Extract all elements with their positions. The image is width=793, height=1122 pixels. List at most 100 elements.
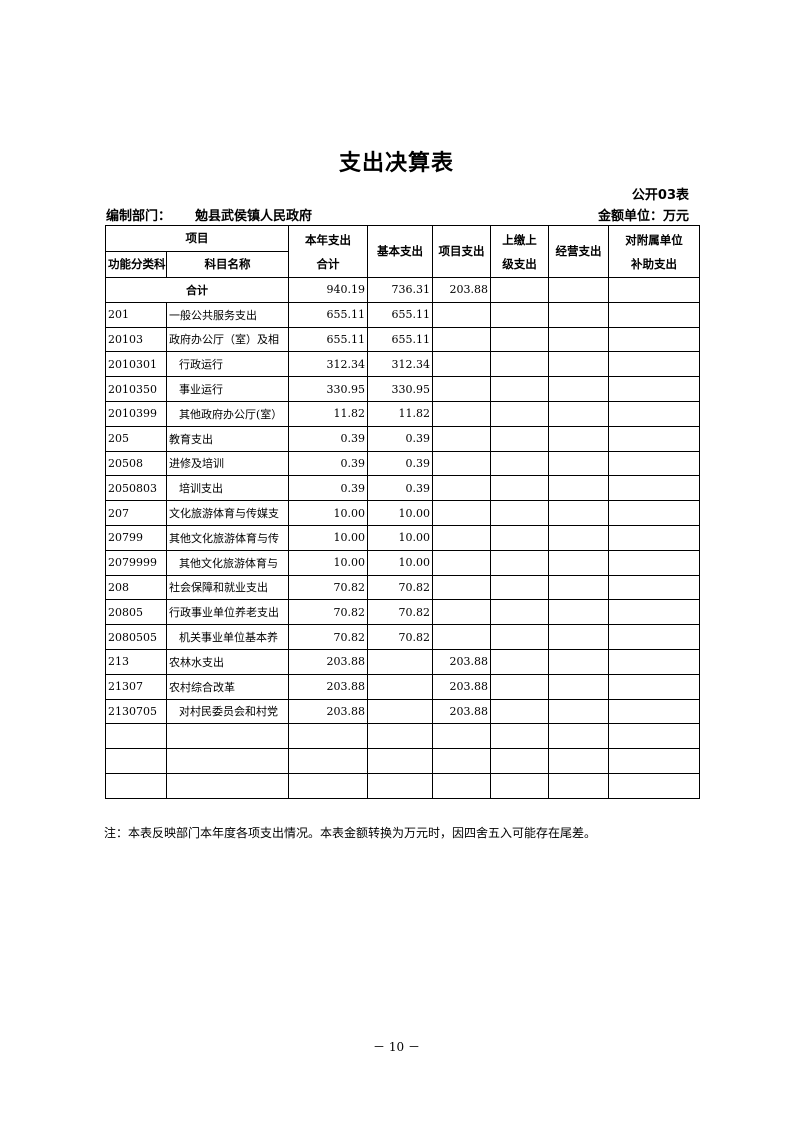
project-value: 203.88 <box>432 673 491 700</box>
header-project: 项目支出 <box>432 225 491 278</box>
empty-row <box>105 723 700 750</box>
empty-cell <box>490 673 549 700</box>
empty-cell <box>367 772 433 799</box>
empty-cell <box>608 549 700 576</box>
empty-cell <box>288 772 368 799</box>
empty-cell <box>608 723 700 750</box>
basic-value: 0.39 <box>367 450 433 477</box>
basic-value: 70.82 <box>367 574 433 601</box>
empty-cell <box>288 723 368 750</box>
empty-cell <box>548 400 609 427</box>
code: 2130705 <box>105 698 167 725</box>
project-value <box>432 450 491 477</box>
empty-cell <box>608 524 700 551</box>
empty-cell <box>490 524 549 551</box>
table-row: 205 教育支出 0.39 0.39 <box>105 425 700 452</box>
empty-cell <box>490 648 549 675</box>
empty-cell <box>608 748 700 774</box>
empty-cell <box>166 748 289 774</box>
empty-cell <box>548 351 609 378</box>
code: 213 <box>105 648 167 675</box>
empty-row <box>105 772 700 799</box>
table-row: 2080505 机关事业单位基本养 70.82 70.82 <box>105 624 700 650</box>
empty-cell <box>548 673 609 700</box>
expenditure-table: 项目 本年支出 合计 基本支出 项目支出 上缴上 级支出 经营支出 对附属单位 补助支… <box>105 225 700 799</box>
empty-cell <box>548 475 609 502</box>
project-value: 203.88 <box>432 648 491 675</box>
empty-cell <box>490 301 549 328</box>
table-row: 207 文化旅游体育与传媒支 10.00 10.00 <box>105 500 700 526</box>
code: 2010301 <box>105 351 167 378</box>
total-value: 10.00 <box>288 549 368 576</box>
empty-cell <box>490 326 549 353</box>
table-row: 2130705 对村民委员会和村党 203.88 203.88 <box>105 698 700 725</box>
basic-value: 10.00 <box>367 549 433 576</box>
project-value <box>432 624 491 650</box>
subject-name: 社会保障和就业支出 <box>166 574 289 601</box>
project-value: 203.88 <box>432 698 491 725</box>
header-operating: 经营支出 <box>548 225 609 278</box>
total-label: 合计 <box>105 277 289 303</box>
empty-cell <box>608 648 700 675</box>
total-value: 10.00 <box>288 500 368 526</box>
empty-cell <box>490 475 549 502</box>
header-subject-name: 科目名称 <box>166 251 289 278</box>
empty-cell <box>490 698 549 725</box>
header-item: 项目 <box>105 225 289 252</box>
subject-name: 教育支出 <box>166 425 289 452</box>
project-value <box>432 376 491 402</box>
empty-cell <box>490 376 549 402</box>
header-upper: 上缴上 级支出 <box>490 225 549 278</box>
subject-name: 其他文化旅游体育与传 <box>166 524 289 551</box>
basic-value: 655.11 <box>367 301 433 328</box>
empty-cell <box>548 698 609 725</box>
empty-cell <box>490 425 549 452</box>
subject-name: 农村综合改革 <box>166 673 289 700</box>
empty-cell <box>608 624 700 650</box>
code: 2010399 <box>105 400 167 427</box>
empty-cell <box>490 351 549 378</box>
table-row: 2079999 其他文化旅游体育与 10.00 10.00 <box>105 549 700 576</box>
basic-value: 11.82 <box>367 400 433 427</box>
total-value: 330.95 <box>288 376 368 402</box>
subject-name: 进修及培训 <box>166 450 289 477</box>
empty-cell <box>548 624 609 650</box>
empty-cell <box>548 425 609 452</box>
empty-cell <box>608 475 700 502</box>
department-name: 勉县武侯镇人民政府 <box>195 209 313 224</box>
table-row: 20508 进修及培训 0.39 0.39 <box>105 450 700 477</box>
footnote: 注：本表反映部门本年度各项支出情况。本表金额转换为万元时，因四舍五入可能存在尾差… <box>104 826 597 840</box>
header-func-code: 功能分类科 <box>105 251 167 278</box>
code: 205 <box>105 425 167 452</box>
total-value: 203.88 <box>288 673 368 700</box>
amount-unit: 金额单位：万元 <box>597 209 689 224</box>
empty-cell <box>548 723 609 750</box>
empty-cell <box>490 400 549 427</box>
empty-cell <box>432 748 491 774</box>
empty-cell <box>548 549 609 576</box>
header-row: 功能分类科 科目名称 <box>105 251 700 278</box>
empty-cell <box>608 698 700 725</box>
empty-cell <box>367 748 433 774</box>
empty-cell <box>105 748 167 774</box>
code: 2080505 <box>105 624 167 650</box>
empty-cell <box>490 599 549 626</box>
basic-value: 312.34 <box>367 351 433 378</box>
total-value: 11.82 <box>288 400 368 427</box>
empty-cell <box>166 723 289 750</box>
empty-cell <box>548 500 609 526</box>
code: 201 <box>105 301 167 328</box>
basic-value <box>367 673 433 700</box>
empty-cell <box>548 326 609 353</box>
empty-cell <box>608 450 700 477</box>
table-row: 21307 农村综合改革 203.88 203.88 <box>105 673 700 700</box>
empty-cell <box>490 500 549 526</box>
table-row: 213 农林水支出 203.88 203.88 <box>105 648 700 675</box>
empty-cell <box>490 450 549 477</box>
subject-name: 对村民委员会和村党 <box>166 698 289 725</box>
page-title: 支出决算表 <box>338 151 454 176</box>
department-label: 编制部门： <box>106 209 172 224</box>
header-total: 本年支出 合计 <box>288 225 368 278</box>
total-value: 0.39 <box>288 475 368 502</box>
subject-name: 农林水支出 <box>166 648 289 675</box>
